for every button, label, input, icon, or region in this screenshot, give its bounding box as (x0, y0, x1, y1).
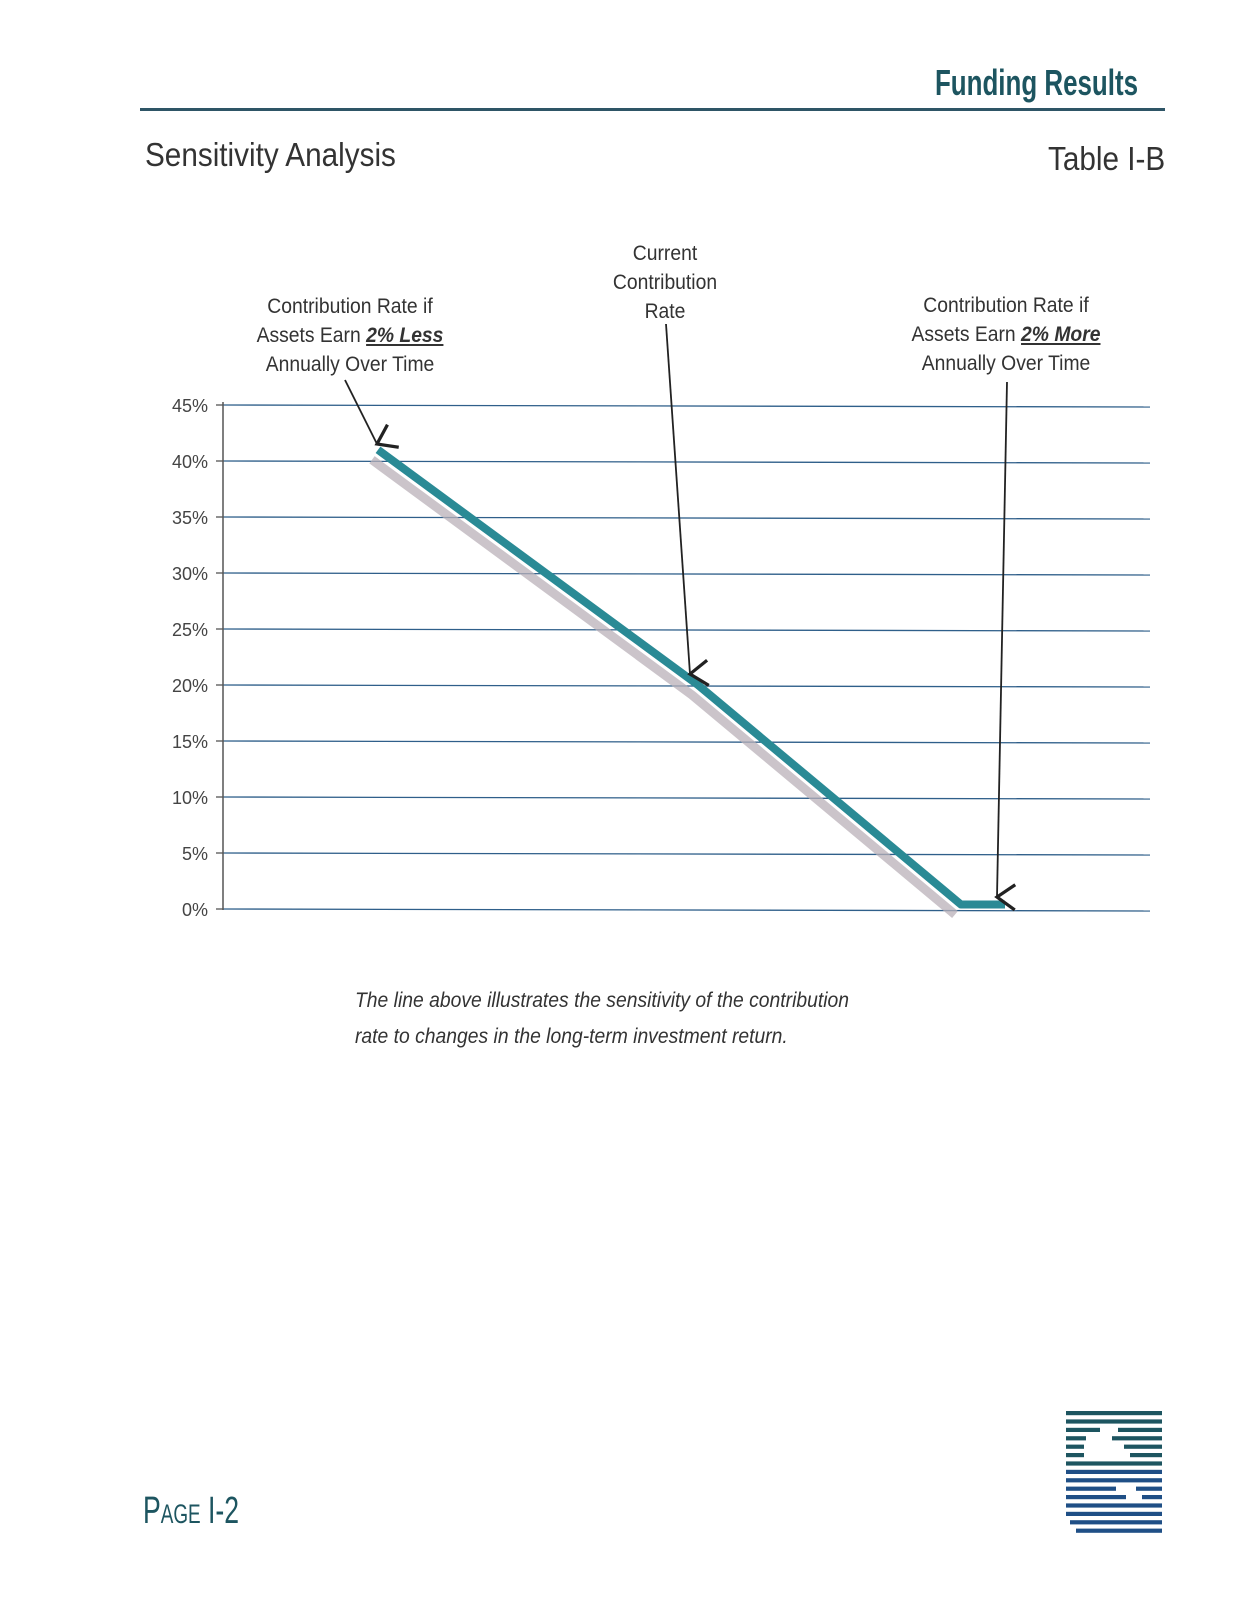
chart-caption: The line above illustrates the sensitivi… (355, 983, 870, 1055)
y-tick-label: 10% (172, 788, 208, 808)
logo-stripe (1066, 1453, 1084, 1458)
sis-logo-icon (1066, 1411, 1162, 1533)
annotation-more: Contribution Rate if Assets Earn 2% More… (896, 291, 1117, 378)
logo-stripe (1142, 1495, 1162, 1500)
annotation-less-line3: Annually Over Time (265, 353, 435, 376)
annotation-more-line2: Assets Earn 2% More (896, 320, 1117, 349)
table-label: Table I-B (1047, 140, 1165, 177)
annotation-less-line2: Assets Earn 2% Less (240, 321, 461, 350)
section-header: Funding Results (934, 62, 1138, 103)
annotation-current-line3: Rate (644, 300, 686, 323)
caption-line2: rate to changes in the long-term investm… (355, 1025, 788, 1048)
logo-stripe (1066, 1461, 1162, 1466)
page-title: Sensitivity Analysis (145, 136, 396, 173)
annotation-more-line1: Contribution Rate if (923, 294, 1089, 317)
y-tick-label: 25% (172, 620, 208, 640)
logo-stripe (1076, 1528, 1162, 1533)
y-axis-ticks: 0% 5% 10% 15% 20% 25% 30% 35% 40% 45% (172, 396, 223, 920)
gridline (222, 572, 1151, 576)
logo-stripe (1066, 1486, 1116, 1491)
annotation-less-prefix: Assets Earn (256, 324, 367, 347)
logo-stripe (1112, 1436, 1162, 1441)
logo-stripe (1066, 1511, 1162, 1516)
page-number: Page I-2 (143, 1490, 240, 1532)
gridline (222, 740, 1151, 744)
y-tick-label: 30% (172, 564, 208, 584)
logo-stripe (1066, 1419, 1162, 1424)
logo-stripe (1066, 1436, 1086, 1441)
logo-stripe (1066, 1444, 1084, 1449)
y-tick-label: 35% (172, 508, 208, 528)
gridline (222, 516, 1151, 520)
series-shadow (369, 456, 958, 918)
annotation-current: Current Contribution Rate (591, 239, 738, 326)
logo-stripe (1124, 1444, 1162, 1449)
series-line (375, 446, 1005, 909)
gridline (222, 796, 1151, 800)
annotation-more-line3: Annually Over Time (921, 352, 1091, 375)
logo-stripe (1130, 1453, 1162, 1458)
y-tick-label: 40% (172, 452, 208, 472)
logo-stripe (1066, 1478, 1162, 1483)
annotation-more-prefix: Assets Earn (911, 323, 1022, 346)
gridline (222, 460, 1151, 464)
logo-stripe (1066, 1469, 1162, 1474)
arrow-more (994, 381, 1017, 912)
gridline (222, 908, 1151, 912)
logo-stripe (1066, 1411, 1162, 1416)
arrow-less (344, 379, 399, 449)
y-tick-label: 45% (172, 396, 208, 416)
y-tick-label: 15% (172, 732, 208, 752)
logo-stripe (1070, 1520, 1162, 1525)
y-tick-label: 0% (182, 900, 208, 920)
annotation-less-emph: 2% Less (366, 324, 444, 347)
logo-stripe (1066, 1495, 1126, 1500)
gridline (222, 852, 1151, 856)
header-rule (140, 108, 1165, 111)
gridline (222, 404, 1151, 408)
annotation-more-emph: 2% More (1021, 323, 1101, 346)
annotation-current-line2: Contribution (612, 271, 718, 294)
logo-stripe (1136, 1486, 1162, 1491)
logo-stripe (1118, 1427, 1162, 1432)
y-tick-label: 20% (172, 676, 208, 696)
logo-stripe (1066, 1427, 1100, 1432)
y-tick-label: 5% (182, 844, 208, 864)
gridlines (222, 404, 1151, 912)
annotation-less: Contribution Rate if Assets Earn 2% Less… (240, 292, 461, 379)
sensitivity-chart: 0% 5% 10% 15% 20% 25% 30% 35% 40% 45% (172, 323, 1151, 920)
annotation-current-line1: Current (632, 242, 698, 265)
caption-line1: The line above illustrates the sensitivi… (355, 989, 850, 1012)
logo-stripe (1066, 1503, 1162, 1508)
annotation-less-line1: Contribution Rate if (267, 295, 433, 318)
arrow-current (665, 323, 710, 687)
